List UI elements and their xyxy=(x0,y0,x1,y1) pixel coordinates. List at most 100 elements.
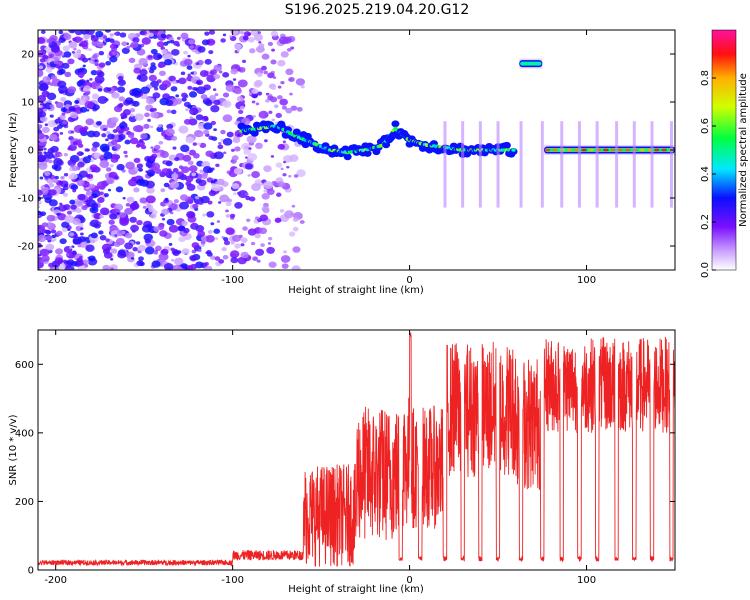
colorbar-tick-label: 0.0 xyxy=(700,262,711,278)
heatmap-cell xyxy=(99,143,110,152)
heatmap-cell xyxy=(124,207,133,215)
heatmap-cell xyxy=(69,246,73,249)
heatmap-cell xyxy=(115,237,125,246)
heatmap-cell xyxy=(72,141,78,146)
heatmap-cell xyxy=(258,110,269,119)
heatmap-cell xyxy=(57,204,67,212)
heatmap-cell xyxy=(209,94,217,101)
heatmap-cell xyxy=(148,155,156,161)
heatmap-cell xyxy=(285,107,293,114)
heatmap-cell xyxy=(171,259,175,262)
heatmap-cell xyxy=(280,51,289,58)
heatmap-cell xyxy=(183,228,190,234)
heatmap-cell xyxy=(106,87,112,92)
heatmap-cell xyxy=(282,36,292,44)
heatmap-cell xyxy=(150,125,154,129)
heatmap-cell xyxy=(125,161,135,170)
heatmap-cell xyxy=(44,151,54,160)
heatmap-cell xyxy=(80,232,84,236)
heatmap-cell xyxy=(83,33,91,40)
heatmap-cell xyxy=(49,104,55,109)
heatmap-cell xyxy=(288,175,292,178)
heatmap-cell xyxy=(229,35,233,38)
heatmap-cell xyxy=(128,133,135,139)
heatmap-cell xyxy=(109,33,114,37)
heatmap-cell xyxy=(148,32,155,38)
heatmap-cell xyxy=(588,148,595,152)
heatmap-cell xyxy=(511,148,516,152)
y-tick-label: -10 xyxy=(18,194,34,205)
heatmap-cell xyxy=(38,162,48,170)
heatmap-cell xyxy=(38,205,41,209)
heatmap-cell xyxy=(44,171,51,176)
heatmap-cell xyxy=(192,87,197,91)
colorbar-tick-label: 0.8 xyxy=(700,70,711,86)
heatmap-cell xyxy=(293,174,299,178)
heatmap-cell xyxy=(181,97,187,102)
heatmap-cell xyxy=(103,151,113,160)
heatmap-streak xyxy=(443,121,447,208)
heatmap-cell xyxy=(132,125,141,132)
colorbar: 0.0 0.2 0.4 0.6 0.8 Normalized spectral ampl… xyxy=(700,29,749,278)
heatmap-cell xyxy=(42,54,49,60)
heatmap-cell xyxy=(290,46,295,50)
heatmap-cell xyxy=(158,252,169,261)
heatmap-cell xyxy=(130,224,139,232)
heatmap-marks xyxy=(38,30,675,270)
heatmap-cell xyxy=(232,78,237,81)
heatmap-cell xyxy=(136,163,144,169)
heatmap-cell xyxy=(263,165,272,173)
heatmap-cell xyxy=(270,155,275,158)
heatmap-cell xyxy=(196,86,206,95)
heatmap-streak xyxy=(669,121,673,208)
heatmap-cell xyxy=(178,236,186,243)
heatmap-cell xyxy=(118,130,124,135)
heatmap-cell xyxy=(244,145,250,150)
heatmap-cell xyxy=(148,74,157,82)
heatmap-streak xyxy=(615,121,619,208)
heatmap-cell xyxy=(243,31,251,37)
heatmap-cell xyxy=(44,187,49,190)
heatmap-cell xyxy=(99,214,104,219)
heatmap-cell xyxy=(43,147,47,151)
heatmap-cell xyxy=(255,216,260,220)
heatmap-cell xyxy=(176,36,181,40)
heatmap-cell xyxy=(267,73,273,78)
heatmap-cell xyxy=(69,172,78,180)
heatmap-cell xyxy=(60,107,68,113)
chart-title: S196.2025.219.04.20.G12 xyxy=(285,2,470,18)
heatmap-cell xyxy=(165,160,173,167)
heatmap-cell xyxy=(141,30,147,35)
heatmap-cell xyxy=(159,97,169,106)
heatmap-cell xyxy=(254,233,261,239)
heatmap-cell xyxy=(71,30,75,33)
heatmap-cell xyxy=(251,92,259,99)
heatmap-cell xyxy=(151,260,161,268)
heatmap-cell xyxy=(92,141,100,148)
heatmap-cell xyxy=(64,71,72,78)
heatmap-cell xyxy=(222,138,233,146)
heatmap-cell xyxy=(147,162,153,168)
heatmap-cell xyxy=(45,243,55,251)
heatmap-cell xyxy=(57,61,63,66)
heatmap-cell xyxy=(277,143,285,150)
heatmap-cell xyxy=(44,229,50,234)
heatmap-cell xyxy=(172,146,177,150)
heatmap-cell xyxy=(188,39,195,45)
heatmap-cell xyxy=(273,76,277,79)
heatmap-cell xyxy=(206,211,215,218)
heatmap-cell xyxy=(146,186,155,194)
heatmap-cell xyxy=(85,190,93,196)
heatmap-cell xyxy=(110,139,118,146)
heatmap-cell xyxy=(158,140,164,145)
heatmap-cell xyxy=(535,62,542,65)
heatmap-cell xyxy=(280,167,284,171)
heatmap-cell xyxy=(109,213,118,220)
heatmap-cell xyxy=(150,146,154,149)
heatmap-cell xyxy=(581,148,588,152)
heatmap-cell xyxy=(209,69,218,76)
heatmap-cell xyxy=(83,259,90,265)
heatmap-cell xyxy=(198,179,207,187)
heatmap-cell xyxy=(63,153,68,157)
